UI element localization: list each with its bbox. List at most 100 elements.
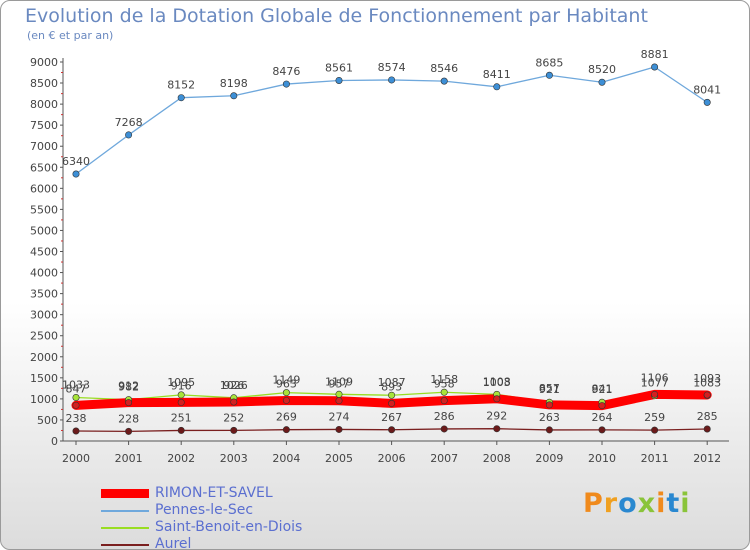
y-tick-label: 7500 bbox=[30, 119, 58, 132]
logo-letter: o bbox=[618, 488, 638, 519]
data-point-rimon-et-savel bbox=[125, 399, 133, 407]
data-label-saint-benoit-en-diois: 1077 bbox=[641, 377, 669, 390]
data-label-pennes-le-sec: 8546 bbox=[430, 62, 458, 75]
data-label-rimon-et-savel: 957 bbox=[329, 378, 350, 391]
data-label-aurel: 285 bbox=[697, 410, 718, 423]
data-point-saint-benoit-en-diois bbox=[440, 388, 448, 396]
data-point-pennes-le-sec bbox=[125, 131, 133, 139]
data-label-rimon-et-savel: 1093 bbox=[693, 372, 721, 385]
data-point-rimon-et-savel bbox=[72, 401, 80, 409]
data-label-saint-benoit-en-diois: 1149 bbox=[272, 374, 300, 387]
data-label-aurel: 228 bbox=[118, 412, 139, 425]
legend-item-aurel: Aurel bbox=[101, 536, 302, 550]
data-label-saint-benoit-en-diois: 1087 bbox=[378, 376, 406, 389]
y-tick-label: 8000 bbox=[30, 98, 58, 111]
data-label-aurel: 259 bbox=[644, 411, 665, 424]
legend-item-pennes: Pennes-le-Sec bbox=[101, 502, 302, 519]
y-tick-label: 3500 bbox=[30, 288, 58, 301]
data-label-rimon-et-savel: 1003 bbox=[483, 376, 511, 389]
data-label-saint-benoit-en-diois: 1026 bbox=[220, 379, 248, 392]
data-label-rimon-et-savel: 916 bbox=[171, 379, 192, 392]
data-label-pennes-le-sec: 8476 bbox=[272, 65, 300, 78]
data-label-rimon-et-savel: 857 bbox=[539, 382, 560, 395]
legend-swatch-aurel bbox=[101, 543, 149, 546]
data-label-aurel: 264 bbox=[592, 411, 613, 424]
legend-label: Aurel bbox=[155, 536, 192, 550]
y-tick-label: 5000 bbox=[30, 224, 58, 237]
data-point-rimon-et-savel bbox=[282, 396, 290, 404]
y-tick-label: 2500 bbox=[30, 330, 58, 343]
data-label-aurel: 251 bbox=[171, 411, 192, 424]
data-label-saint-benoit-en-diois: 1109 bbox=[325, 375, 353, 388]
data-label-saint-benoit-en-diois: 1095 bbox=[167, 376, 195, 389]
data-point-saint-benoit-en-diois bbox=[335, 390, 343, 398]
chart-subtitle: (en € et par an) bbox=[27, 29, 114, 42]
data-point-rimon-et-savel bbox=[230, 398, 238, 406]
data-label-aurel: 274 bbox=[329, 410, 350, 423]
logo-letter: r bbox=[603, 488, 619, 519]
data-label-pennes-le-sec: 8881 bbox=[641, 48, 669, 61]
data-point-pennes-le-sec bbox=[72, 170, 80, 178]
legend-label: Pennes-le-Sec bbox=[155, 502, 254, 518]
data-label-rimon-et-savel: 912 bbox=[118, 380, 139, 393]
data-point-pennes-le-sec bbox=[651, 63, 659, 71]
data-label-pennes-le-sec: 7268 bbox=[115, 116, 143, 129]
legend-item-rimon: RIMON-ET-SAVEL bbox=[101, 485, 302, 502]
x-tick-label: 2000 bbox=[62, 452, 90, 465]
data-point-pennes-le-sec bbox=[177, 94, 185, 102]
data-label-pennes-le-sec: 8041 bbox=[693, 83, 721, 96]
y-tick-label: 3000 bbox=[30, 309, 58, 322]
data-label-aurel: 238 bbox=[66, 412, 87, 425]
data-label-rimon-et-savel: 958 bbox=[434, 378, 455, 391]
data-label-saint-benoit-en-diois: 982 bbox=[118, 381, 139, 394]
data-point-pennes-le-sec bbox=[598, 78, 606, 86]
y-tick-label: 7000 bbox=[30, 140, 58, 153]
legend-item-saint-benoit: Saint-Benoit-en-Diois bbox=[101, 519, 302, 536]
data-point-aurel bbox=[282, 426, 290, 434]
data-point-pennes-le-sec bbox=[388, 76, 396, 84]
data-point-aurel bbox=[230, 426, 238, 434]
data-point-aurel bbox=[545, 426, 553, 434]
logo-letter: i bbox=[656, 488, 667, 519]
data-point-rimon-et-savel bbox=[703, 391, 711, 399]
data-point-saint-benoit-en-diois bbox=[72, 393, 80, 401]
x-tick-label: 2009 bbox=[535, 452, 563, 465]
data-label-aurel: 252 bbox=[223, 411, 244, 424]
x-tick-label: 2001 bbox=[115, 452, 143, 465]
data-point-pennes-le-sec bbox=[703, 98, 711, 106]
data-label-rimon-et-savel: 893 bbox=[381, 380, 402, 393]
data-label-rimon-et-savel: 926 bbox=[223, 379, 244, 392]
data-point-aurel bbox=[177, 426, 185, 434]
y-tick-label: 5500 bbox=[30, 203, 58, 216]
data-point-aurel bbox=[72, 427, 80, 435]
chart-title: Evolution de la Dotation Globale de Fonc… bbox=[25, 5, 648, 27]
y-tick-label: 6500 bbox=[30, 161, 58, 174]
data-point-saint-benoit-en-diois bbox=[388, 391, 396, 399]
legend-swatch-pennes bbox=[101, 509, 149, 512]
data-point-rimon-et-savel bbox=[440, 397, 448, 405]
data-label-aurel: 267 bbox=[381, 411, 402, 424]
legend: RIMON-ET-SAVEL Pennes-le-Sec Saint-Benoi… bbox=[101, 485, 302, 550]
x-tick-label: 2004 bbox=[272, 452, 300, 465]
data-point-aurel bbox=[388, 426, 396, 434]
data-label-pennes-le-sec: 8574 bbox=[378, 61, 406, 74]
data-point-saint-benoit-en-diois bbox=[282, 389, 290, 397]
data-label-saint-benoit-en-diois: 921 bbox=[592, 383, 613, 396]
data-point-pennes-le-sec bbox=[493, 83, 501, 91]
data-label-aurel: 286 bbox=[434, 410, 455, 423]
data-label-aurel: 269 bbox=[276, 411, 297, 424]
x-tick-label: 2005 bbox=[325, 452, 353, 465]
proxiti-logo: Proxiti bbox=[583, 488, 691, 519]
legend-swatch-rimon bbox=[101, 489, 149, 498]
y-tick-label: 0 bbox=[51, 435, 58, 448]
data-point-aurel bbox=[651, 426, 659, 434]
legend-swatch-saint-benoit bbox=[101, 526, 149, 529]
logo-letter: x bbox=[637, 488, 657, 519]
data-point-aurel bbox=[703, 425, 711, 433]
data-point-pennes-le-sec bbox=[545, 71, 553, 79]
y-tick-label: 2000 bbox=[30, 351, 58, 364]
data-point-saint-benoit-en-diois bbox=[177, 391, 185, 399]
y-tick-label: 8500 bbox=[30, 77, 58, 90]
